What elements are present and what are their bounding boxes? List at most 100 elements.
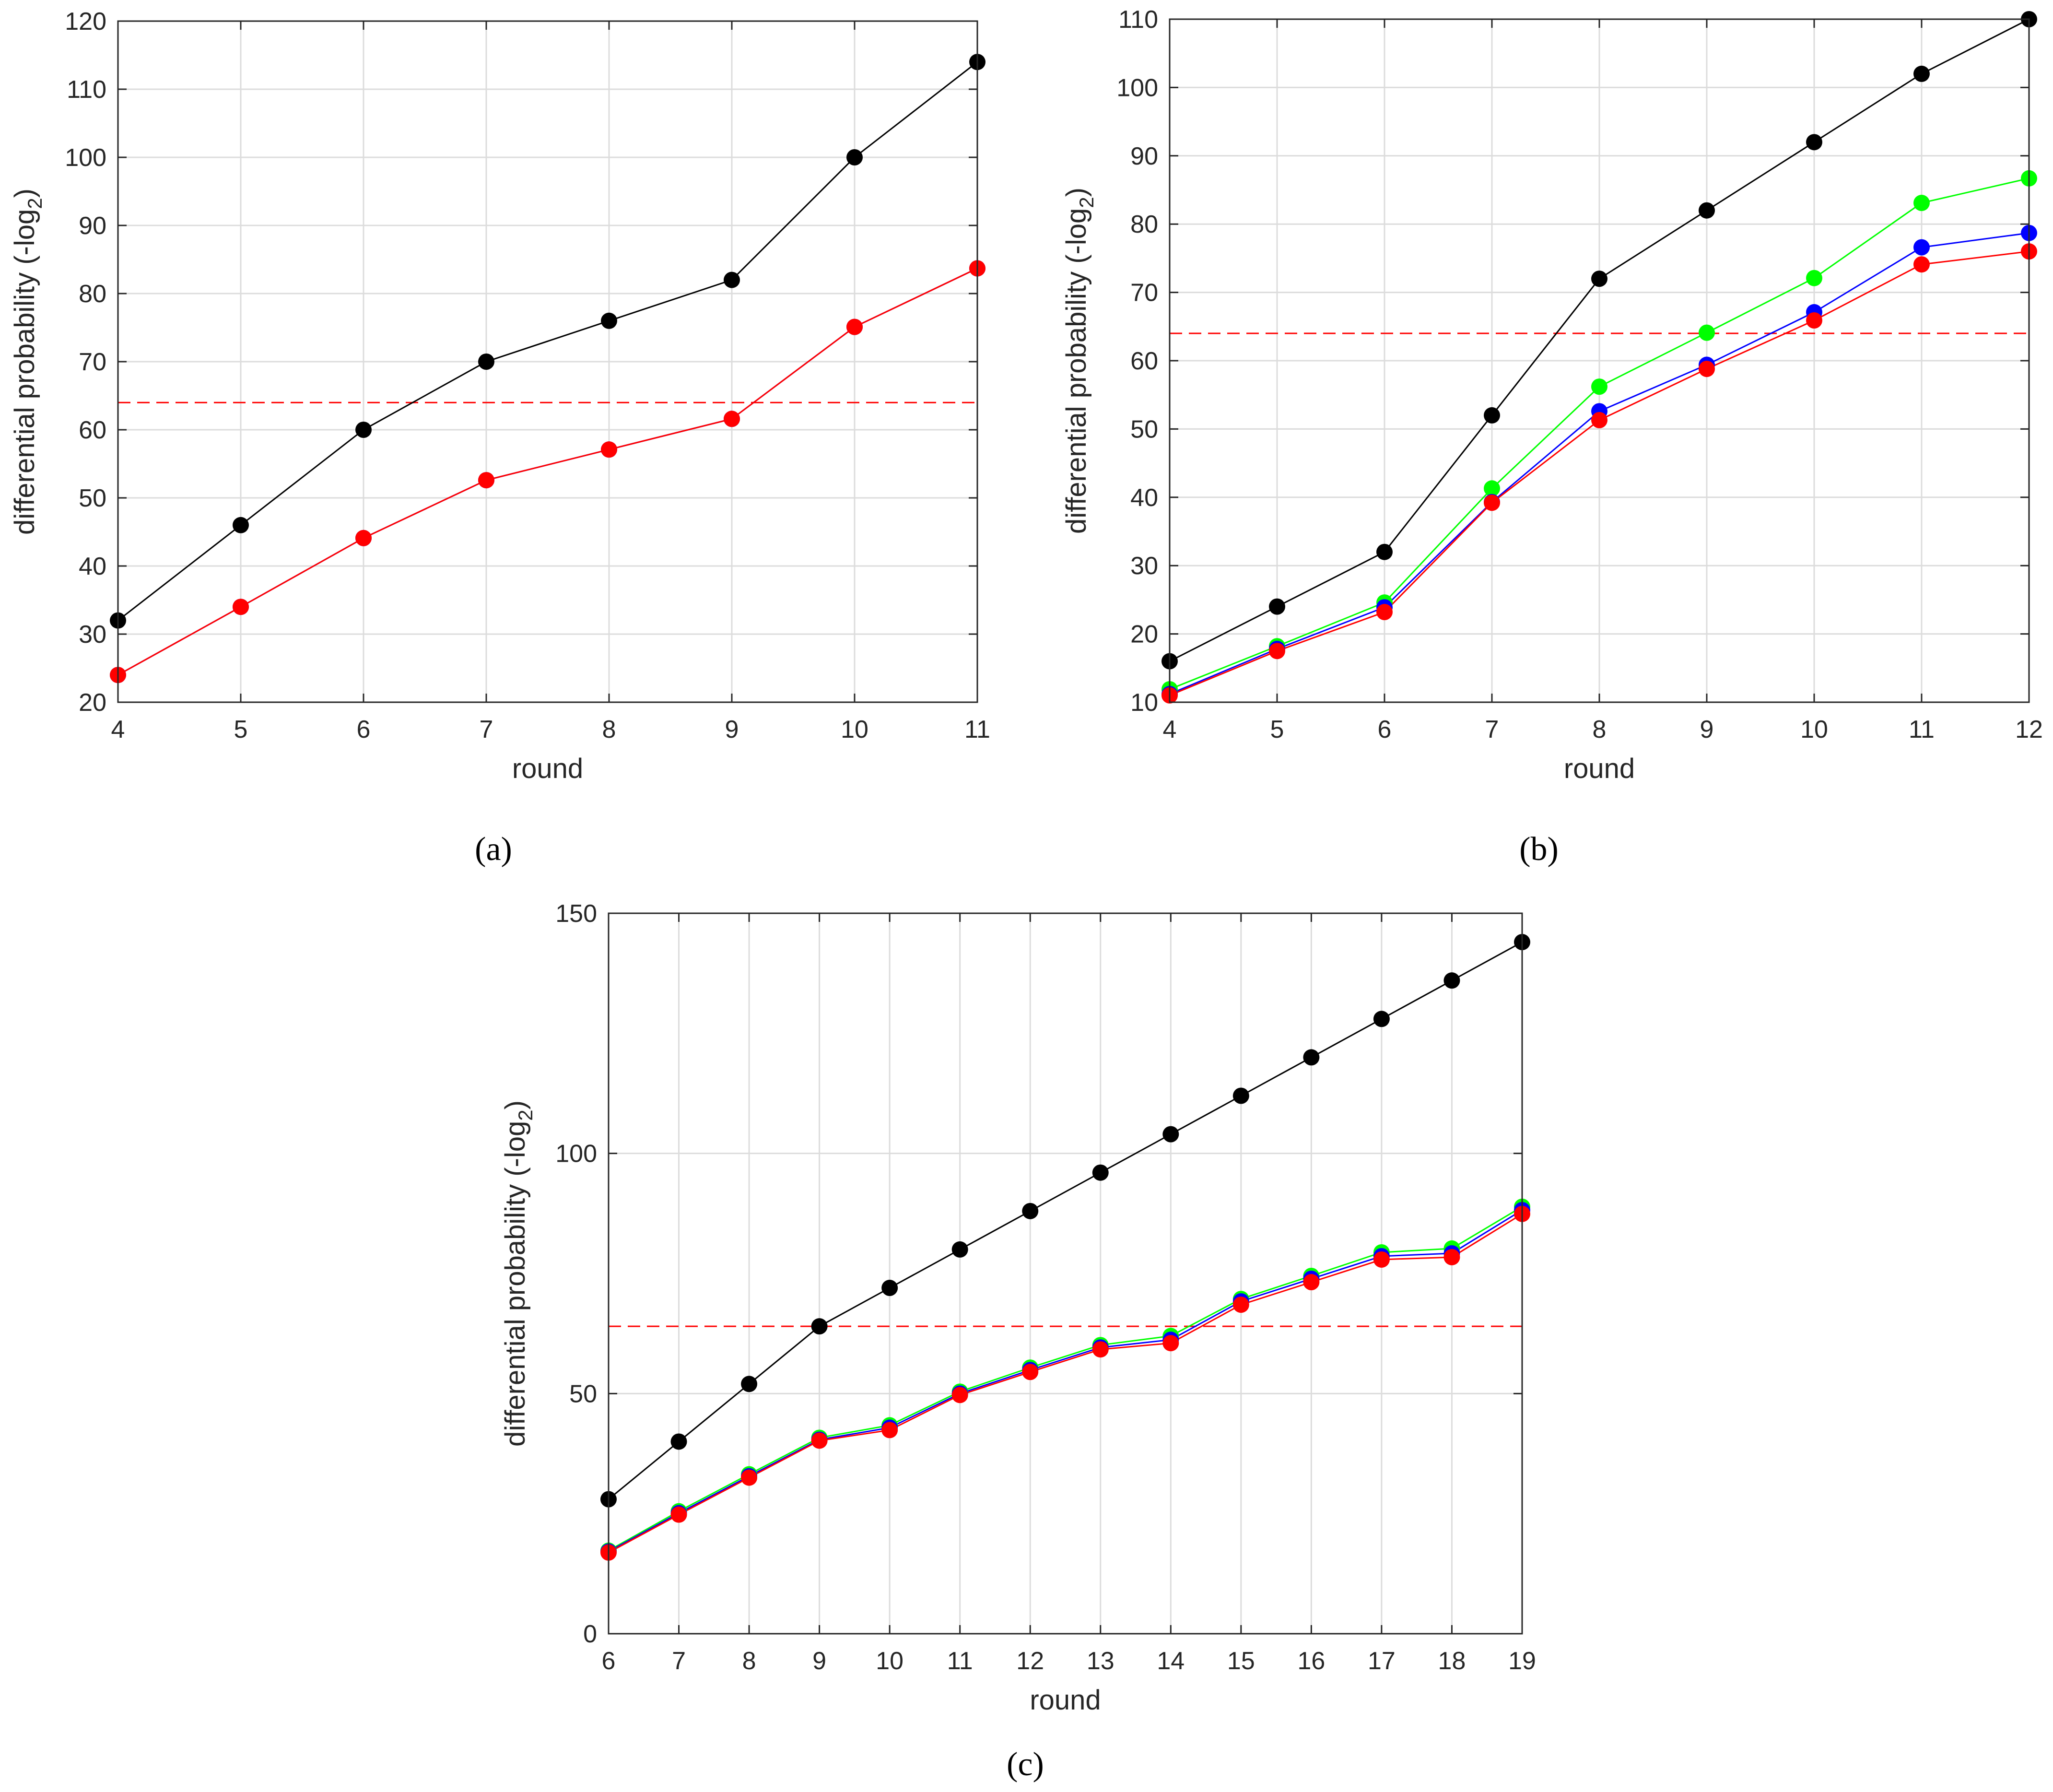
data-point-green — [1591, 378, 1607, 395]
y-tick-label: 50 — [79, 484, 106, 512]
y-axis-label-close: ) — [500, 1100, 531, 1109]
data-point-black — [1913, 65, 1930, 82]
data-point-green — [1699, 324, 1715, 341]
y-tick-label: 0 — [583, 1620, 597, 1648]
data-point-red — [601, 441, 617, 458]
data-point-black — [670, 1433, 687, 1450]
y-axis-label-subscript: 2 — [514, 1109, 537, 1120]
data-point-black — [1303, 1049, 1320, 1066]
data-point-black — [1591, 271, 1607, 287]
y-tick-label: 40 — [1130, 484, 1158, 512]
data-point-black — [741, 1376, 758, 1392]
data-point-black — [1232, 1087, 1249, 1104]
y-tick-label: 100 — [1116, 74, 1158, 102]
y-tick-label: 50 — [1130, 415, 1158, 443]
y-tick-label: 50 — [569, 1380, 597, 1408]
x-tick-label: 8 — [602, 716, 616, 743]
data-point-black — [355, 422, 372, 438]
series-line-red — [117, 268, 978, 676]
x-tick-label: 13 — [1087, 1647, 1114, 1675]
data-point-black — [1443, 972, 1460, 989]
x-tick-label: 9 — [812, 1647, 826, 1675]
y-tick-label: 70 — [1130, 279, 1158, 307]
y-tick-label: 80 — [1130, 211, 1158, 238]
y-axis-label: differential probability (-log2) — [1061, 188, 1098, 534]
x-tick-label: 4 — [1163, 716, 1177, 743]
x-tick-label: 9 — [725, 716, 739, 743]
y-tick-label: 20 — [1130, 621, 1158, 648]
y-axis-label-close: ) — [1061, 188, 1092, 197]
y-tick-label: 30 — [1130, 552, 1158, 580]
series-line-black — [608, 941, 1523, 1500]
x-tick-label: 12 — [2015, 716, 2043, 743]
data-point-black — [1162, 1126, 1179, 1143]
x-tick-label: 17 — [1368, 1647, 1396, 1675]
y-tick-label: 60 — [1130, 347, 1158, 375]
series-line-black — [117, 61, 978, 621]
data-point-black — [1699, 202, 1715, 219]
panel-b-chart: 4 5 6 7 8 9 10 11 12 10 20 30 40 50 60 70 80 90 100 110 roun… — [1061, 6, 2043, 784]
x-tick-label: 16 — [1297, 1647, 1325, 1675]
panel-label-b: (b) — [1519, 831, 1559, 868]
y-axis-label-close: ) — [9, 189, 40, 198]
data-point-black — [1373, 1011, 1390, 1027]
data-point-red — [1913, 256, 1930, 273]
data-point-black — [478, 354, 494, 370]
x-tick-label: 11 — [947, 1647, 973, 1675]
x-tick-label: 6 — [602, 1647, 616, 1675]
data-point-black — [1806, 134, 1822, 151]
x-tick-label: 4 — [111, 716, 125, 743]
y-tick-label: 30 — [79, 621, 106, 648]
data-point-red — [478, 472, 494, 489]
series-line-red — [608, 1213, 1523, 1554]
y-axis-label: differential probability (-log2) — [9, 189, 46, 535]
y-axis-label-subscript: 2 — [1075, 197, 1098, 208]
data-point-green — [1913, 195, 1930, 212]
data-point-red — [1376, 604, 1393, 621]
data-point-red — [233, 599, 249, 615]
data-point-black — [1376, 543, 1393, 560]
y-tick-label: 150 — [555, 900, 597, 928]
x-tick-label: 18 — [1438, 1647, 1466, 1675]
y-tick-label: 110 — [67, 76, 106, 104]
x-tick-label: 8 — [742, 1647, 756, 1675]
data-point-black — [811, 1318, 828, 1335]
x-tick-label: 11 — [964, 716, 990, 743]
data-point-black — [881, 1280, 898, 1297]
x-tick-label: 5 — [234, 716, 248, 743]
x-tick-label: 12 — [1016, 1647, 1044, 1675]
y-tick-label: 90 — [1130, 142, 1158, 170]
data-point-red — [1373, 1251, 1390, 1268]
x-axis-label: round — [512, 753, 583, 784]
y-tick-label: 120 — [65, 8, 106, 35]
y-tick-label: 80 — [79, 280, 106, 308]
x-tick-label: 6 — [357, 716, 371, 743]
data-point-red — [1484, 495, 1500, 511]
data-point-green — [1806, 270, 1822, 286]
data-point-black — [951, 1241, 968, 1258]
x-tick-label: 15 — [1227, 1647, 1255, 1675]
y-axis-label-main: differential probability (-log — [1061, 208, 1092, 534]
panel-c-chart: 6 7 8 9 10 11 12 13 14 15 16 17 18 19 0 50 100 150 round di… — [500, 900, 1536, 1716]
data-point-red — [741, 1469, 758, 1486]
x-tick-label: 10 — [876, 1647, 903, 1675]
x-tick-label: 11 — [1909, 716, 1935, 743]
x-axis-label: round — [1030, 1685, 1101, 1716]
data-point-black — [846, 149, 863, 165]
y-tick-label: 110 — [1118, 6, 1158, 34]
y-axis-label-main: differential probability (-log — [500, 1121, 531, 1447]
data-point-red — [1162, 1335, 1179, 1352]
panel-a-chart: 4 5 6 7 8 9 10 11 20 30 40 50 60 70 80 90 100 110 120 round… — [9, 8, 990, 784]
x-tick-label: 5 — [1270, 716, 1284, 743]
x-axis-label: round — [1564, 753, 1635, 784]
data-point-green — [1484, 480, 1500, 497]
x-tick-label: 7 — [672, 1647, 686, 1675]
y-tick-label: 100 — [555, 1140, 597, 1168]
x-tick-label: 9 — [1700, 716, 1714, 743]
data-point-red — [846, 318, 863, 335]
data-point-black — [1269, 598, 1285, 615]
x-tick-label: 10 — [1800, 716, 1828, 743]
data-point-red — [1232, 1297, 1249, 1313]
x-tick-label: 8 — [1593, 716, 1607, 743]
